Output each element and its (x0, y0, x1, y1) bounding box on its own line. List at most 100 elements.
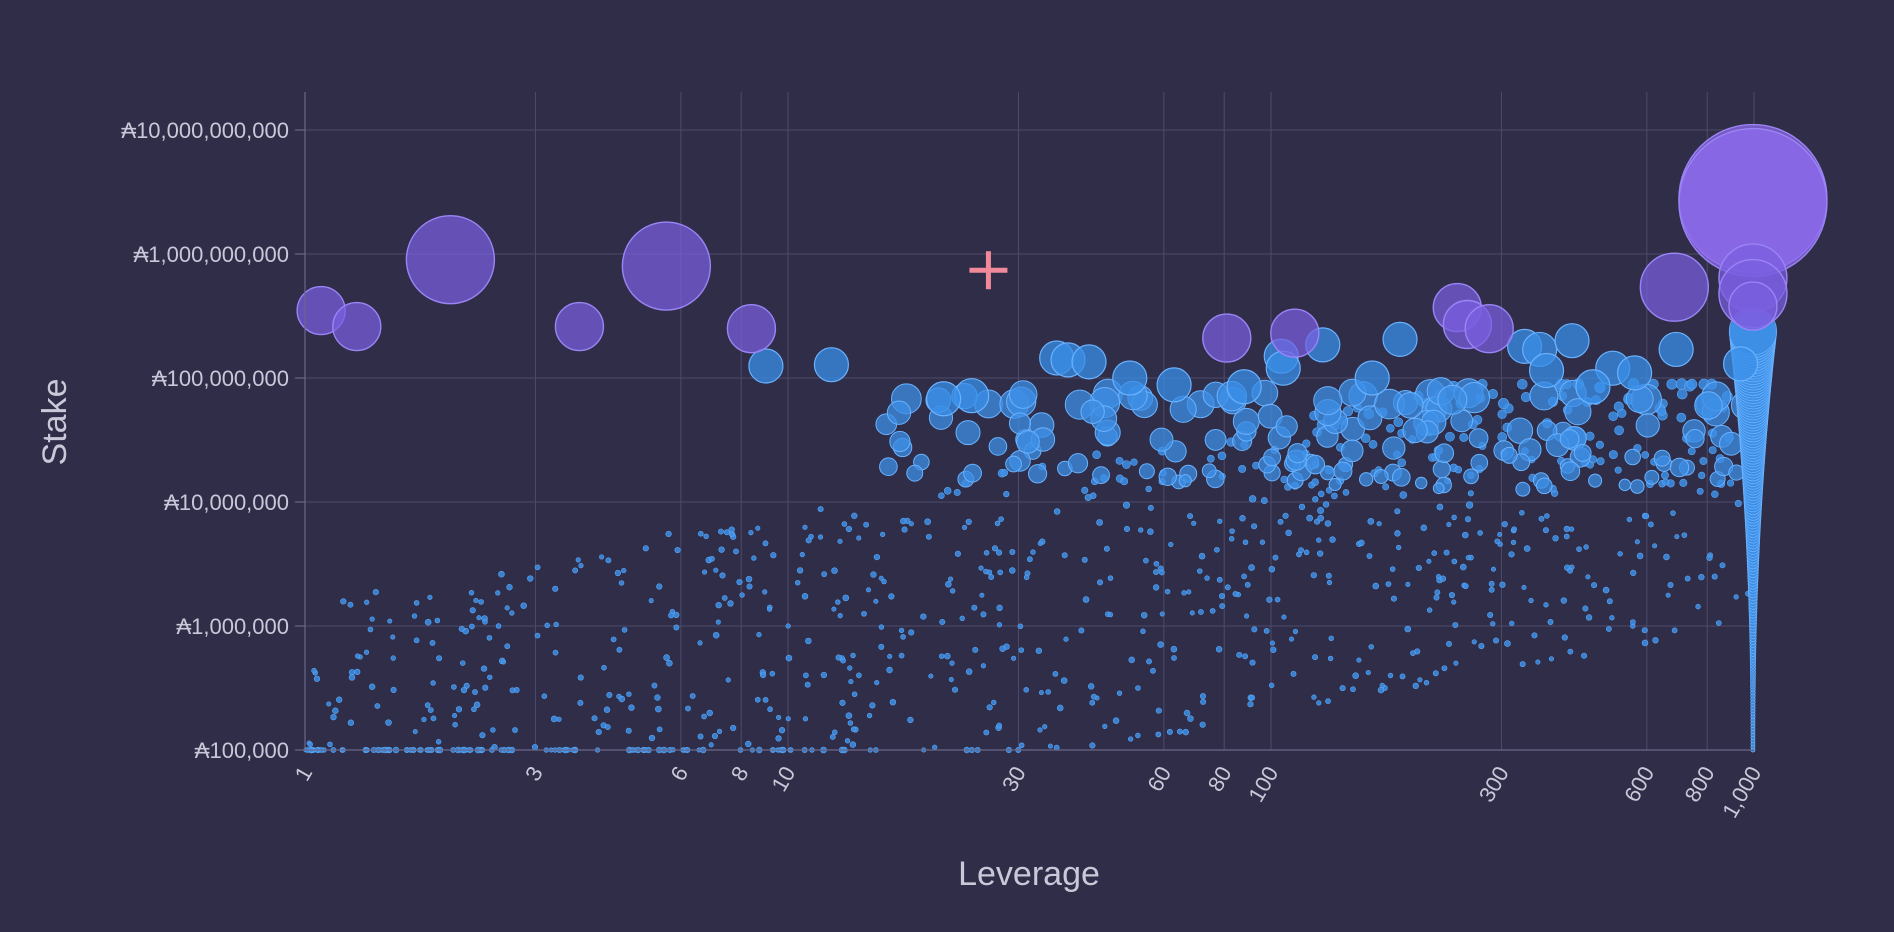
data-point (1037, 727, 1043, 733)
data-point (648, 598, 654, 604)
data-point (520, 602, 527, 609)
data-point (1135, 732, 1141, 739)
data-point (1089, 742, 1096, 749)
data-point (755, 525, 761, 531)
data-point (900, 517, 907, 525)
data-point (971, 604, 978, 611)
data-point (1567, 567, 1573, 574)
data-point (1003, 491, 1010, 498)
data-point (1145, 485, 1152, 493)
bubble (926, 381, 962, 417)
data-point (1617, 551, 1623, 557)
data-point (1045, 689, 1051, 695)
data-point (435, 739, 442, 745)
data-point (1102, 723, 1108, 729)
data-point (804, 681, 811, 688)
data-point (621, 627, 628, 633)
data-point (1248, 495, 1257, 503)
data-point (1206, 454, 1215, 463)
data-point (1214, 546, 1220, 553)
data-point (1198, 609, 1204, 615)
data-point (715, 619, 721, 625)
data-point (1147, 504, 1154, 511)
data-point (668, 612, 675, 619)
y-axis-title: Stake (36, 379, 74, 466)
data-point (591, 715, 598, 722)
data-point (427, 707, 434, 713)
data-point (1269, 640, 1276, 646)
data-point (947, 576, 954, 582)
data-point (1596, 457, 1605, 466)
data-point (1588, 473, 1603, 488)
data-point (1342, 489, 1350, 496)
data-point (831, 606, 837, 612)
data-point (1417, 677, 1423, 683)
data-point (1734, 499, 1742, 507)
data-point (1410, 650, 1416, 656)
data-point (1488, 586, 1495, 593)
data-point (1327, 655, 1334, 662)
data-point (945, 580, 952, 588)
data-point (730, 724, 737, 732)
data-point (856, 672, 862, 679)
bubble (1554, 323, 1590, 359)
data-point (1251, 523, 1258, 530)
data-point (1182, 728, 1189, 736)
data-point (1367, 518, 1375, 525)
data-point (748, 530, 754, 536)
y-tick-label: ₳100,000 (195, 738, 289, 763)
data-point (999, 645, 1006, 652)
x-tick-label: 100 (1243, 762, 1283, 806)
data-point (1298, 503, 1306, 511)
data-point (479, 732, 486, 739)
data-point (805, 637, 812, 645)
data-point (1298, 547, 1304, 554)
data-point (1186, 589, 1192, 595)
bubble (1071, 344, 1107, 380)
data-point (1128, 656, 1135, 664)
data-point (663, 654, 670, 661)
data-point (427, 594, 433, 600)
data-point (424, 618, 432, 626)
data-point (1528, 597, 1534, 604)
x-axis-title: Leverage (958, 855, 1100, 893)
data-point (1535, 659, 1541, 665)
data-point (455, 706, 463, 713)
data-point (595, 728, 602, 736)
data-point (601, 664, 607, 671)
data-point (886, 400, 912, 425)
data-point (1696, 487, 1704, 495)
data-point (1056, 704, 1064, 712)
data-point (1266, 596, 1273, 603)
data-point (1084, 494, 1092, 501)
data-point (1087, 683, 1095, 690)
data-point (689, 693, 696, 699)
data-point (1127, 736, 1134, 742)
data-point (1122, 501, 1131, 509)
data-point (1238, 465, 1247, 473)
data-point (626, 691, 632, 697)
bubble (621, 221, 712, 311)
data-point (390, 686, 397, 693)
data-point (1560, 597, 1567, 604)
data-point (1325, 572, 1332, 579)
data-point (1426, 607, 1433, 613)
data-point (385, 719, 392, 726)
data-point (1311, 694, 1317, 700)
data-point (1602, 586, 1610, 594)
data-point (1219, 603, 1226, 610)
y-tick-label: ₳10,000,000,000 (121, 118, 289, 143)
data-point (1606, 598, 1613, 605)
data-point (980, 611, 987, 618)
data-point (1365, 669, 1371, 676)
data-point (1404, 625, 1412, 633)
data-point (469, 623, 475, 630)
data-point (1573, 444, 1592, 462)
data-point (1382, 436, 1406, 460)
data-point (610, 636, 617, 643)
data-point (901, 526, 908, 533)
data-point (1333, 461, 1353, 481)
data-point (1232, 407, 1260, 435)
data-point (1470, 453, 1489, 472)
data-point (1158, 569, 1165, 576)
